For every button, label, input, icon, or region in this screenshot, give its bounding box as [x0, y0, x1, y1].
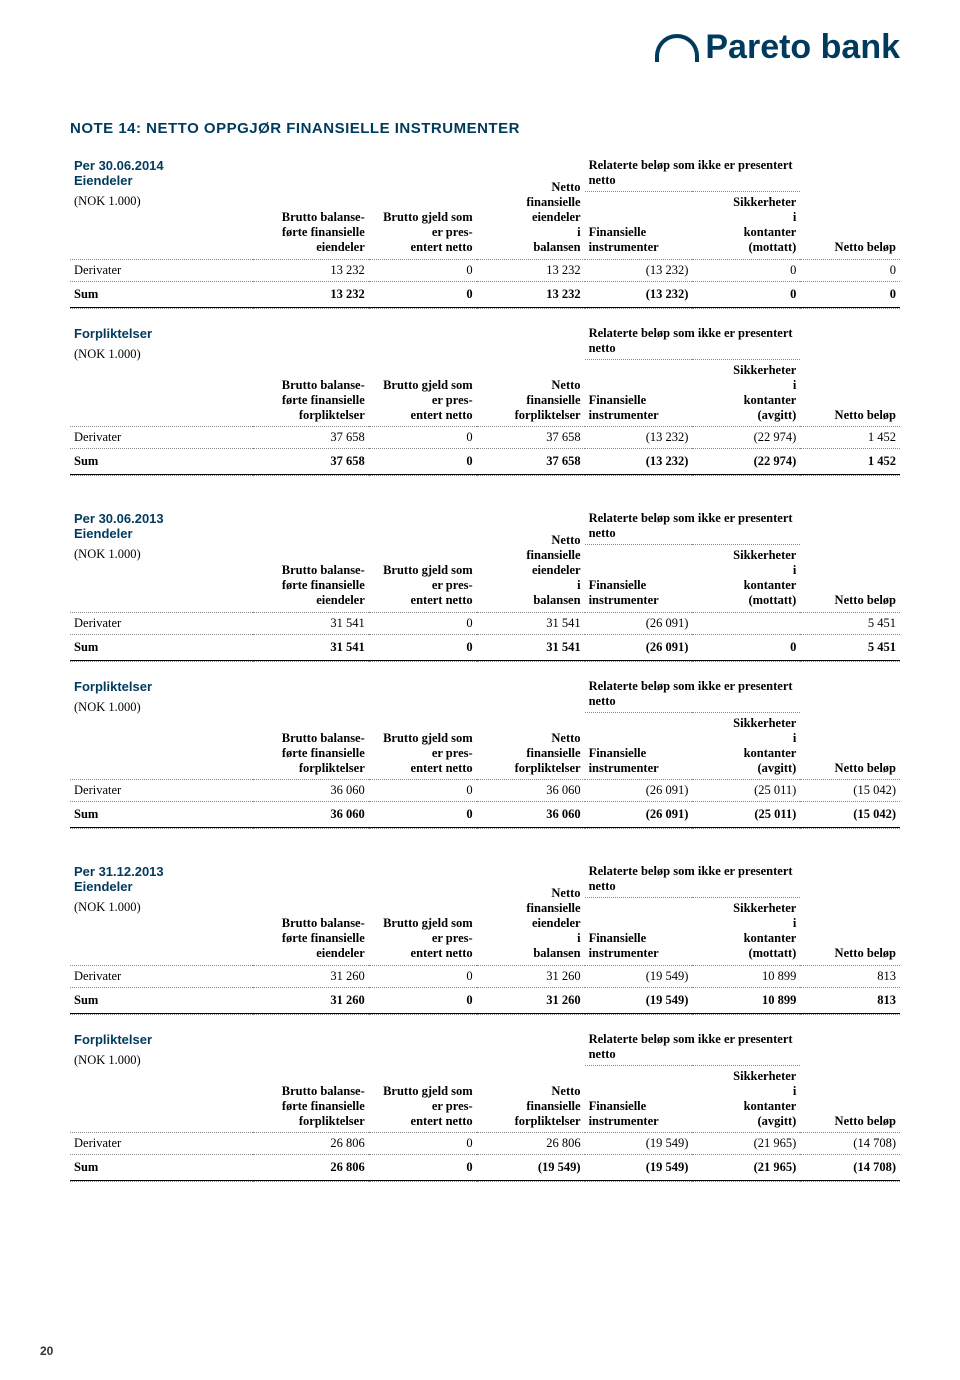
- logo-text: Pareto bank: [705, 28, 900, 67]
- note-title: NOTE 14: NETTO OPPGJØR FINANSIELLE INSTR…: [70, 120, 900, 137]
- period-block: Per 30.06.2014Eiendeler(NOK 1.000) Brutt…: [70, 155, 900, 476]
- eiendeler-table: Per 30.06.2014Eiendeler(NOK 1.000) Brutt…: [70, 155, 900, 309]
- logo-arc-icon: [655, 34, 699, 62]
- periods-container: Per 30.06.2014Eiendeler(NOK 1.000) Brutt…: [70, 155, 900, 1182]
- eiendeler-table: Per 30.06.2013Eiendeler(NOK 1.000) Brutt…: [70, 508, 900, 662]
- period-block: Per 30.06.2013Eiendeler(NOK 1.000) Brutt…: [70, 508, 900, 829]
- brand-logo: Pareto bank: [655, 28, 900, 67]
- forpliktelser-table: Forpliktelser(NOK 1.000) Brutto balanse-…: [70, 323, 900, 477]
- forpliktelser-table: Forpliktelser(NOK 1.000) Brutto balanse-…: [70, 676, 900, 830]
- period-block: Per 31.12.2013Eiendeler(NOK 1.000) Brutt…: [70, 861, 900, 1182]
- page-number: 20: [40, 1344, 53, 1358]
- forpliktelser-table: Forpliktelser(NOK 1.000) Brutto balanse-…: [70, 1029, 900, 1183]
- eiendeler-table: Per 31.12.2013Eiendeler(NOK 1.000) Brutt…: [70, 861, 900, 1015]
